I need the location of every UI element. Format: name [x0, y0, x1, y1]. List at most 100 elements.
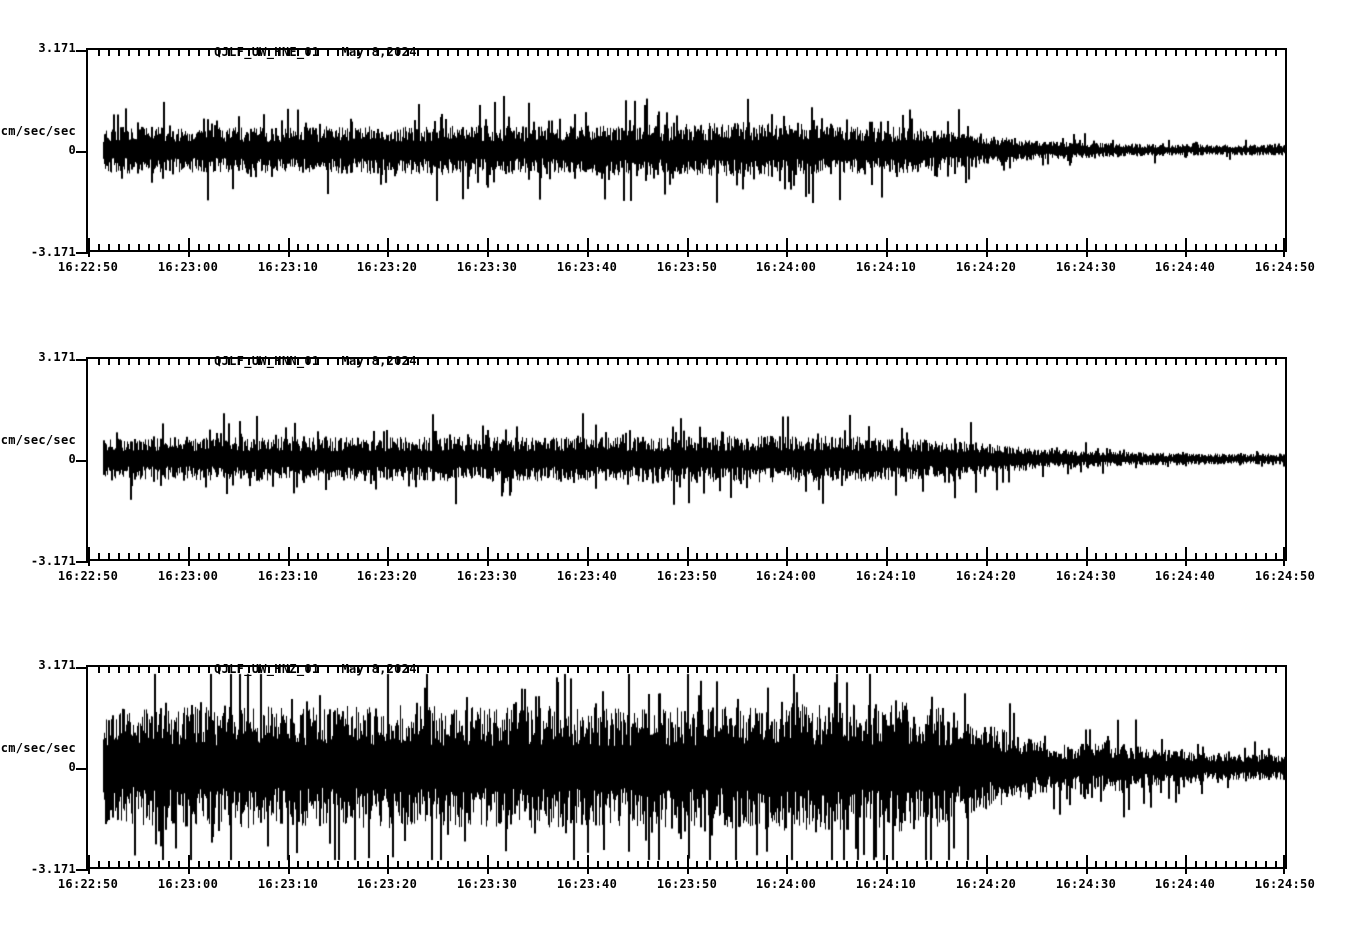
x-major-tick [886, 855, 888, 874]
x-minor-tick [387, 667, 389, 673]
x-minor-tick [1115, 861, 1117, 867]
x-minor-tick [387, 50, 389, 56]
x-minor-tick [926, 50, 928, 56]
x-minor-tick [856, 50, 858, 56]
x-minor-tick [846, 244, 848, 250]
x-minor-tick [1036, 553, 1038, 559]
x-minor-tick [1255, 244, 1257, 250]
x-minor-tick [1215, 861, 1217, 867]
x-minor-tick [118, 359, 120, 365]
x-minor-tick [796, 244, 798, 250]
x-minor-tick [1086, 359, 1088, 365]
x-major-tick [687, 238, 689, 257]
x-minor-tick [238, 359, 240, 365]
x-minor-tick [557, 244, 559, 250]
x-minor-tick [168, 244, 170, 250]
x-minor-tick [786, 667, 788, 673]
x-minor-tick [387, 359, 389, 365]
x-minor-tick [976, 553, 978, 559]
x-minor-tick [1036, 244, 1038, 250]
x-tick-label: 16:24:00 [755, 877, 817, 891]
x-minor-tick [796, 667, 798, 673]
x-minor-tick [956, 553, 958, 559]
x-minor-tick [996, 359, 998, 365]
x-minor-tick [1016, 553, 1018, 559]
x-minor-tick [846, 359, 848, 365]
x-minor-tick [1235, 359, 1237, 365]
x-minor-tick [1255, 359, 1257, 365]
x-minor-tick [537, 553, 539, 559]
x-minor-tick [846, 667, 848, 673]
x-minor-tick [1225, 359, 1227, 365]
x-minor-tick [357, 553, 359, 559]
x-minor-tick [377, 244, 379, 250]
x-minor-tick [956, 359, 958, 365]
x-tick-label: 16:23:00 [157, 569, 219, 583]
x-minor-tick [148, 244, 150, 250]
x-minor-tick [1016, 50, 1018, 56]
x-minor-tick [706, 50, 708, 56]
x-minor-tick [1185, 667, 1187, 673]
x-minor-tick [477, 359, 479, 365]
x-minor-tick [637, 50, 639, 56]
x-minor-tick [1255, 50, 1257, 56]
x-minor-tick [1066, 861, 1068, 867]
x-minor-tick [288, 50, 290, 56]
x-minor-tick [1255, 553, 1257, 559]
x-minor-tick [367, 553, 369, 559]
x-minor-tick [218, 244, 220, 250]
seismogram-panel-hnz: QJLF_UW_HNZ_01May 8,2024 3.171 cm/sec/se… [0, 617, 1358, 925]
x-minor-tick [487, 359, 489, 365]
x-minor-tick [198, 861, 200, 867]
x-minor-tick [1225, 667, 1227, 673]
x-minor-tick [377, 861, 379, 867]
x-minor-tick [178, 667, 180, 673]
x-minor-tick [836, 50, 838, 56]
x-minor-tick [327, 244, 329, 250]
x-minor-tick [1275, 553, 1277, 559]
x-minor-tick [916, 244, 918, 250]
x-minor-tick [278, 861, 280, 867]
x-minor-tick [816, 861, 818, 867]
x-minor-tick [1056, 244, 1058, 250]
x-major-tick [1283, 547, 1285, 566]
x-minor-tick [437, 50, 439, 56]
x-minor-tick [457, 667, 459, 673]
x-minor-tick [1245, 553, 1247, 559]
x-minor-tick [1095, 553, 1097, 559]
x-tick-label: 16:24:20 [955, 877, 1017, 891]
x-minor-tick [1235, 861, 1237, 867]
x-minor-tick [327, 50, 329, 56]
x-major-tick [487, 855, 489, 874]
x-minor-tick [597, 50, 599, 56]
x-minor-tick [357, 359, 359, 365]
x-minor-tick [327, 359, 329, 365]
x-minor-tick [716, 50, 718, 56]
x-minor-tick [437, 244, 439, 250]
x-minor-tick [367, 50, 369, 56]
x-minor-tick [1245, 50, 1247, 56]
x-minor-tick [776, 553, 778, 559]
x-minor-tick [128, 359, 130, 365]
x-minor-tick [557, 861, 559, 867]
x-minor-tick [866, 553, 868, 559]
x-minor-tick [1195, 244, 1197, 250]
x-minor-tick [836, 667, 838, 673]
x-minor-tick [208, 359, 210, 365]
x-minor-tick [966, 667, 968, 673]
x-minor-tick [1275, 861, 1277, 867]
x-minor-tick [577, 861, 579, 867]
x-minor-tick [657, 50, 659, 56]
x-minor-tick [1026, 553, 1028, 559]
x-minor-tick [916, 667, 918, 673]
x-minor-tick [1135, 553, 1137, 559]
x-minor-tick [607, 667, 609, 673]
x-minor-tick [457, 861, 459, 867]
x-minor-tick [667, 359, 669, 365]
x-tick-label: 16:23:40 [556, 569, 618, 583]
x-minor-tick [1076, 244, 1078, 250]
x-minor-tick [397, 359, 399, 365]
x-minor-tick [258, 553, 260, 559]
x-major-tick [1086, 547, 1088, 566]
x-major-tick [88, 238, 90, 257]
